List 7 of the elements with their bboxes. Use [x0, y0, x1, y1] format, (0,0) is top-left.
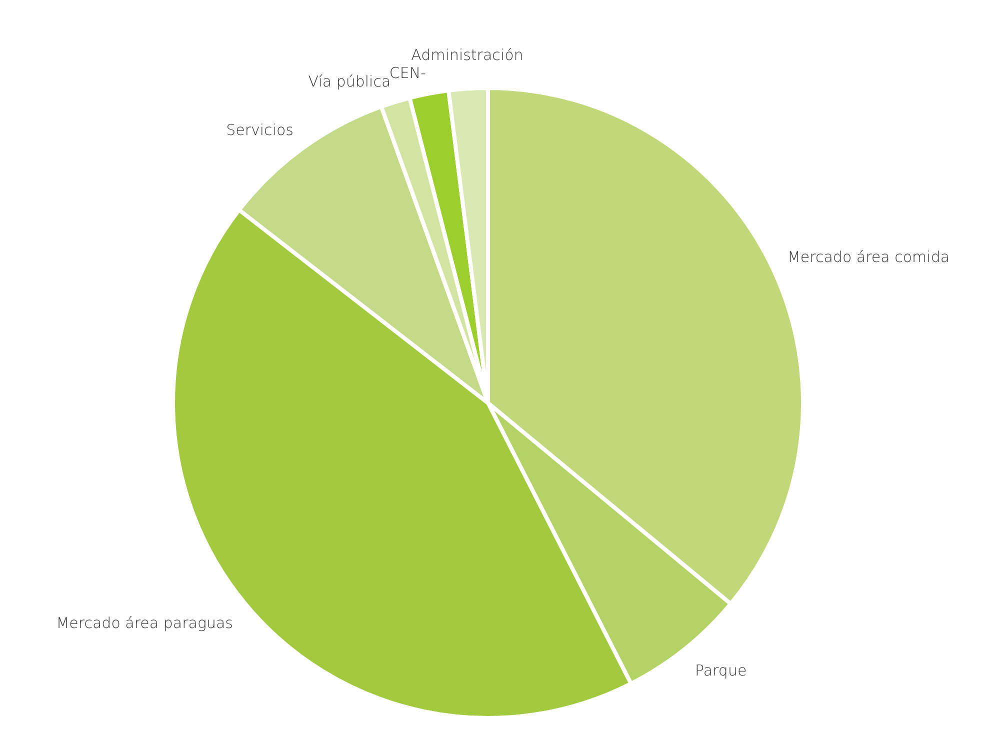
slice-label: Mercado área paraguas: [56, 614, 233, 632]
slice-label: Servicios: [226, 121, 294, 140]
slice-label: Administración: [411, 46, 524, 64]
slice-label: Parque: [694, 661, 747, 680]
slice-label: Mercado área comida: [788, 248, 950, 266]
slice-label: CEN-: [389, 64, 426, 82]
slice-label: Vía pública: [308, 72, 391, 91]
